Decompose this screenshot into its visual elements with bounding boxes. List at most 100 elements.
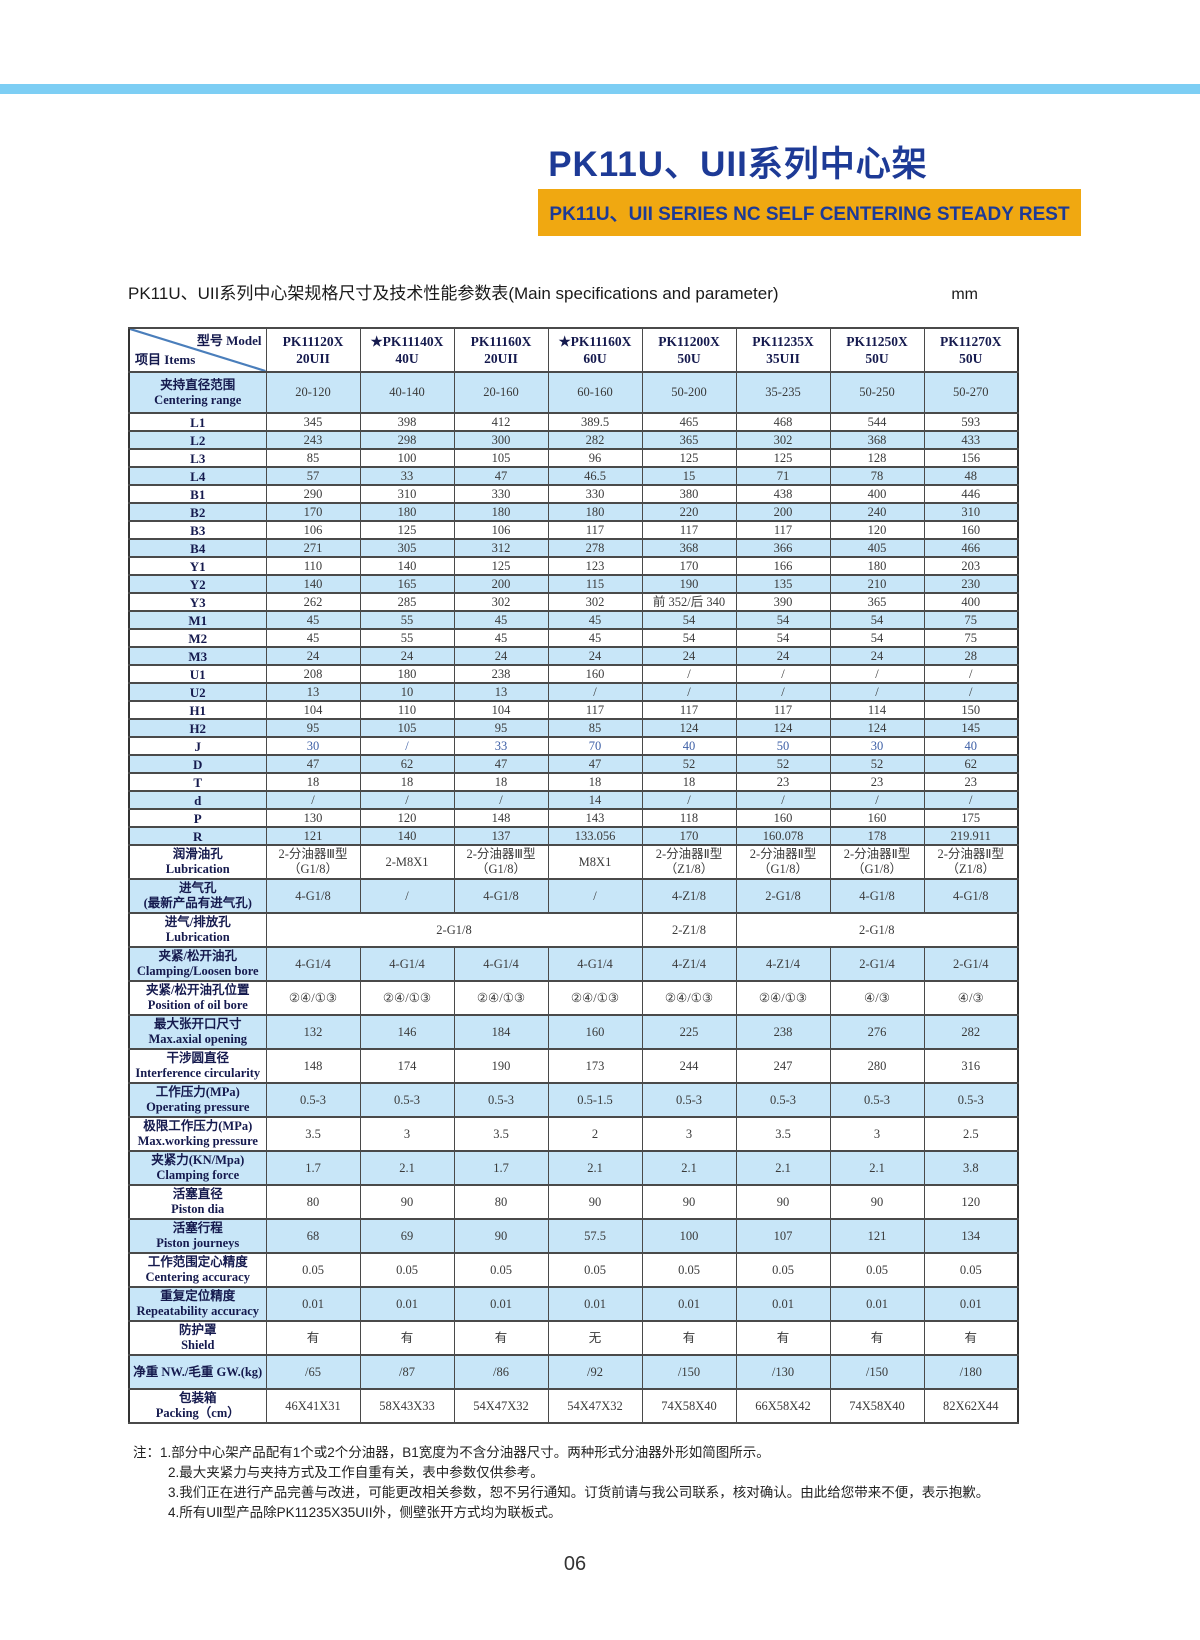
spec-cell: 389.5 (547, 412, 643, 432)
page-number: 06 (563, 1553, 587, 1575)
row-label: B3 (128, 520, 267, 540)
spec-cell: 123 (547, 556, 643, 576)
spec-cell: 90 (359, 1184, 455, 1220)
notes: 注：1.部分中心架产品配有1个或2个分油器，B1宽度为不含分油器尺寸。两种形式分… (133, 1443, 1083, 1523)
spec-cell: / (923, 664, 1019, 684)
spec-cell: 2-M8X1 (359, 844, 455, 880)
spec-cell: / (735, 790, 831, 810)
spec-cell: 3 (641, 1116, 737, 1152)
spec-cell: 前 352/后 340 (641, 592, 737, 612)
row-label: M3 (128, 646, 267, 666)
spec-cell: 305 (359, 538, 455, 558)
spec-cell: 90 (453, 1218, 549, 1254)
spec-cell: 262 (265, 592, 361, 612)
row-label: 极限工作压力(MPa) Max.working pressure (128, 1116, 267, 1152)
note-line: 4.所有UⅡ型产品除PK11235X35UII外，侧壁张开方式均为联板式。 (168, 1505, 562, 1520)
spec-cell: 0.01 (829, 1286, 925, 1322)
spec-cell: 50-200 (641, 371, 737, 414)
spec-cell: 438 (735, 484, 831, 504)
spec-cell: / (735, 682, 831, 702)
spec-cell: 170 (641, 556, 737, 576)
spec-cell: 69 (359, 1218, 455, 1254)
spec-cell: 55 (359, 610, 455, 630)
spec-cell: 135 (735, 574, 831, 594)
spec-cell: 62 (923, 754, 1019, 774)
spec-cell: 368 (829, 430, 925, 450)
table-row: P 130 120 148 143 118 160 160 175 (128, 808, 1019, 828)
row-label: U1 (128, 664, 267, 684)
row-label: 包装箱 Packing（cm） (128, 1388, 267, 1424)
spec-cell: 4-G1/4 (547, 946, 643, 982)
table-row: R 121 140 137 133.056 170 160.078 178 219.911 (128, 826, 1019, 846)
row-label: 进气/排放孔 Lubrication (128, 912, 267, 948)
model-header: PK11235X 35UII (735, 327, 831, 373)
spec-cell: 105 (359, 718, 455, 738)
spec-cell: 2-分油器Ⅲ型 （G1/8） (265, 844, 361, 880)
spec-cell: 96 (547, 448, 643, 468)
spec-cell: 310 (359, 484, 455, 504)
model-header: PK11270X 50U (923, 327, 1019, 373)
spec-cell: 210 (829, 574, 925, 594)
spec-cell: 45 (265, 610, 361, 630)
spec-cell: 146 (359, 1014, 455, 1050)
spec-cell: 0.01 (547, 1286, 643, 1322)
spec-cell: 40 (923, 736, 1019, 756)
spec-cell: 280 (829, 1048, 925, 1084)
table-row: B3 106 125 106 117 117 117 120 160 (128, 520, 1019, 540)
spec-cell: /65 (265, 1354, 361, 1390)
spec-cell: 3 (359, 1116, 455, 1152)
spec-cell: 90 (735, 1184, 831, 1220)
spec-cell: 60-160 (547, 371, 643, 414)
spec-cell: 124 (641, 718, 737, 738)
spec-cell: 2.1 (547, 1150, 643, 1186)
spec-cell: 465 (641, 412, 737, 432)
model-header: ★PK11140X 40U (359, 327, 455, 373)
spec-cell: ②④/①③ (641, 980, 737, 1016)
spec-cell: 276 (829, 1014, 925, 1050)
spec-cell: 150 (923, 700, 1019, 720)
spec-cell: 190 (641, 574, 737, 594)
spec-cell: 203 (923, 556, 1019, 576)
table-row: 最大张开口尺寸 Max.axial opening 132 146 184 160 225 2… (128, 1014, 1019, 1050)
spec-cell: 160 (547, 664, 643, 684)
spec-cell: 3.5 (735, 1116, 831, 1152)
spec-cell: 4-G1/8 (265, 878, 361, 914)
model-header: PK11200X 50U (641, 327, 737, 373)
spec-cell: 45 (547, 610, 643, 630)
spec-cell: / (829, 664, 925, 684)
table-row: 进气孔 (最新产品有进气孔) 4-G1/8/4-G1/8/4-Z1/8 2-G1/8 4… (128, 878, 1019, 914)
spec-cell: 71 (735, 466, 831, 486)
spec-cell: 298 (359, 430, 455, 450)
spec-cell: 90 (829, 1184, 925, 1220)
spec-cell: /150 (829, 1354, 925, 1390)
row-label: d (128, 790, 267, 810)
row-label: T (128, 772, 267, 792)
spec-cell: 345 (265, 412, 361, 432)
table-row: Y3 262 285 302 302 前 352/后 340 390 365 400 (128, 592, 1019, 612)
row-label: Y1 (128, 556, 267, 576)
table-row: H1 104 110 104 117 117 117 114 150 (128, 700, 1019, 720)
spec-cell: 70 (547, 736, 643, 756)
table-row: L4 57 33 47 46.5 15 71 78 48 (128, 466, 1019, 486)
spec-cell: 54X47X32 (453, 1388, 549, 1424)
spec-cell: 106 (265, 520, 361, 540)
spec-cell: 18 (265, 772, 361, 792)
spec-cell: 140 (359, 826, 455, 846)
spec-cell: 2-G1/8 (735, 912, 1019, 948)
spec-cell: 0.01 (735, 1286, 831, 1322)
row-label: H2 (128, 718, 267, 738)
spec-cell: 117 (547, 700, 643, 720)
spec-cell: /150 (641, 1354, 737, 1390)
spec-cell: /180 (923, 1354, 1019, 1390)
table-row: 活塞行程 Piston journeys 68 69 90 57.5 100 107 121 13… (128, 1218, 1019, 1254)
spec-cell: 40 (641, 736, 737, 756)
spec-cell: 180 (829, 556, 925, 576)
spec-cell: 244 (641, 1048, 737, 1084)
spec-cell: 18 (359, 772, 455, 792)
spec-cell: 140 (265, 574, 361, 594)
spec-cell: / (359, 736, 455, 756)
spec-cell: 114 (829, 700, 925, 720)
spec-cell: 2.1 (829, 1150, 925, 1186)
spec-cell: 160 (547, 1014, 643, 1050)
row-label: R (128, 826, 267, 846)
